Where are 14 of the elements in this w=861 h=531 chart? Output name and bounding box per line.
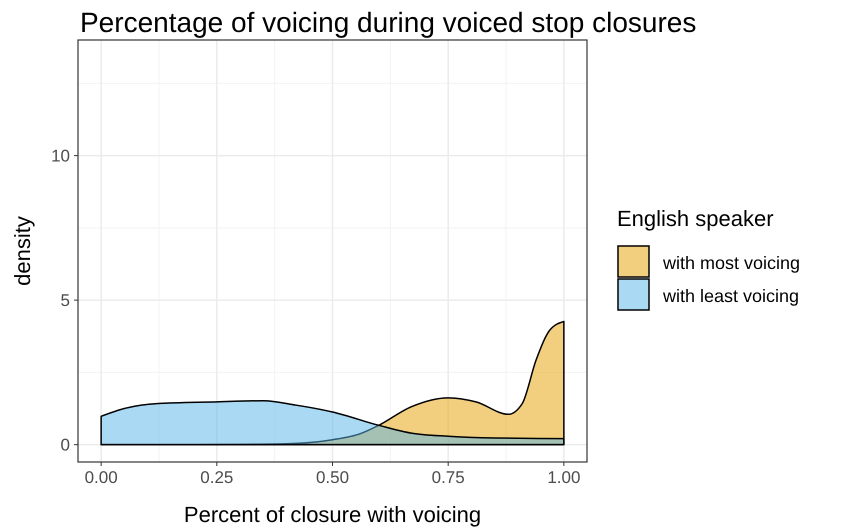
x-axis-title: Percent of closure with voicing (184, 502, 482, 527)
legend-title: English speaker (617, 206, 774, 231)
y-tick-label: 5 (60, 291, 70, 310)
y-tick-label: 0 (60, 436, 70, 455)
legend-label: with least voicing (662, 286, 800, 306)
y-axis-title: density (10, 216, 35, 286)
x-tick-label: 0.50 (316, 468, 350, 487)
chart-title: Percentage of voicing during voiced stop closures (80, 7, 696, 38)
x-tick-label: 0.00 (84, 468, 118, 487)
x-tick-label: 0.75 (432, 468, 465, 487)
x-tick-label: 1.00 (547, 468, 580, 487)
legend-label: with most voicing (662, 253, 800, 273)
y-tick-label: 10 (51, 146, 70, 166)
x-tick-label: 0.25 (200, 468, 234, 487)
